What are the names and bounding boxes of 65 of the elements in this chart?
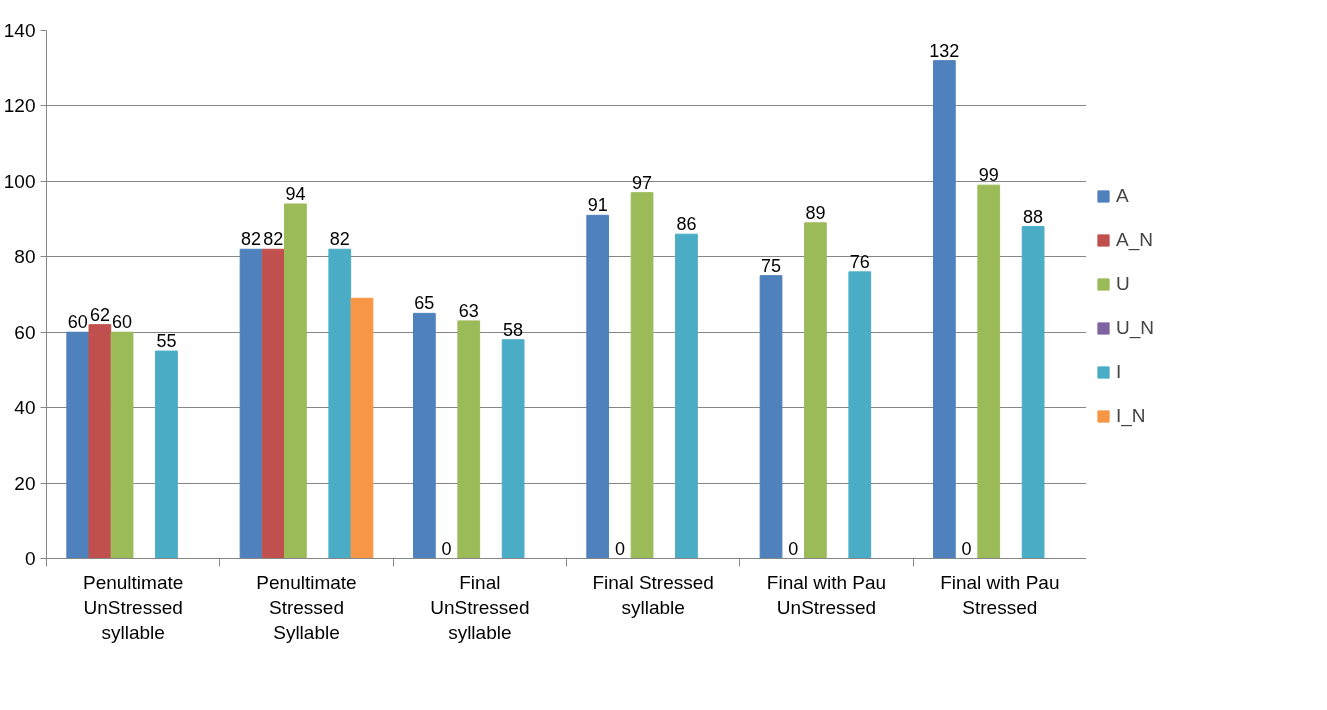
- data-label: 94: [285, 183, 306, 204]
- data-label: 0: [441, 538, 452, 559]
- y-tick-label: 20: [14, 472, 36, 494]
- legend-label: I: [1116, 360, 1123, 383]
- data-label: 88: [1023, 206, 1044, 227]
- data-label: 89: [805, 202, 826, 223]
- x-tick-label: Final with Pau UnStressed: [766, 571, 887, 618]
- data-label: 76: [849, 251, 870, 272]
- y-tick-label: 60: [14, 321, 36, 343]
- bar: [977, 184, 1001, 559]
- data-label: 82: [329, 229, 350, 250]
- bar: [675, 233, 698, 559]
- data-label: 60: [112, 312, 133, 333]
- x-tick-label: Final with Pau Stressed: [940, 571, 1060, 618]
- data-label: 75: [761, 255, 782, 276]
- data-label: 58: [503, 319, 524, 340]
- data-label: 60: [67, 312, 88, 333]
- data-label: 82: [241, 229, 262, 250]
- data-label: 65: [414, 293, 435, 314]
- data-label: 97: [632, 172, 653, 193]
- bar: [155, 350, 178, 559]
- data-label: 55: [156, 331, 177, 352]
- legend-label: U_N: [1116, 316, 1155, 339]
- bar: [759, 275, 783, 559]
- bar: [328, 248, 352, 559]
- data-label: 0: [961, 538, 972, 559]
- bar: [88, 324, 112, 559]
- legend-label: I_N: [1116, 404, 1146, 427]
- x-tick-label: Penultimate UnStressed syllable: [83, 571, 184, 643]
- data-label: 82: [263, 229, 284, 250]
- x-tick-label: Penultimate Stressed Syllable: [256, 571, 357, 643]
- x-tick-label: Final UnStressed syllable: [430, 571, 530, 643]
- bar: [630, 192, 654, 559]
- data-label: 91: [587, 195, 608, 216]
- y-tick-label: 80: [14, 246, 36, 268]
- bar: [804, 222, 827, 559]
- data-label: 99: [978, 165, 999, 186]
- bar: [413, 312, 436, 559]
- data-label: 0: [614, 538, 625, 559]
- bar: [239, 248, 263, 559]
- data-label: 62: [89, 304, 110, 325]
- legend-label: U: [1116, 272, 1131, 295]
- bar: [284, 203, 307, 559]
- data-label: 132: [929, 40, 960, 61]
- x-tick-label: Final Stressed syllable: [592, 571, 714, 618]
- legend-label: A: [1116, 184, 1130, 207]
- y-tick-label: 40: [14, 397, 36, 419]
- bar: [350, 297, 374, 559]
- bar: [66, 331, 90, 559]
- y-tick-label: 120: [3, 95, 36, 117]
- bar: [110, 331, 134, 559]
- y-tick-label: 0: [24, 548, 36, 569]
- bar: [457, 320, 481, 559]
- bar: [586, 214, 610, 559]
- y-tick-label: 140: [3, 20, 36, 41]
- bar: [848, 271, 872, 559]
- data-label: 86: [676, 214, 697, 235]
- legend-label: A_N: [1116, 228, 1153, 251]
- bar: [501, 339, 525, 559]
- bar: [261, 248, 285, 559]
- bar: [1021, 226, 1045, 559]
- data-label: 63: [458, 300, 479, 321]
- bar: [933, 60, 956, 559]
- y-tick-label: 100: [3, 170, 36, 192]
- data-label: 0: [788, 538, 799, 559]
